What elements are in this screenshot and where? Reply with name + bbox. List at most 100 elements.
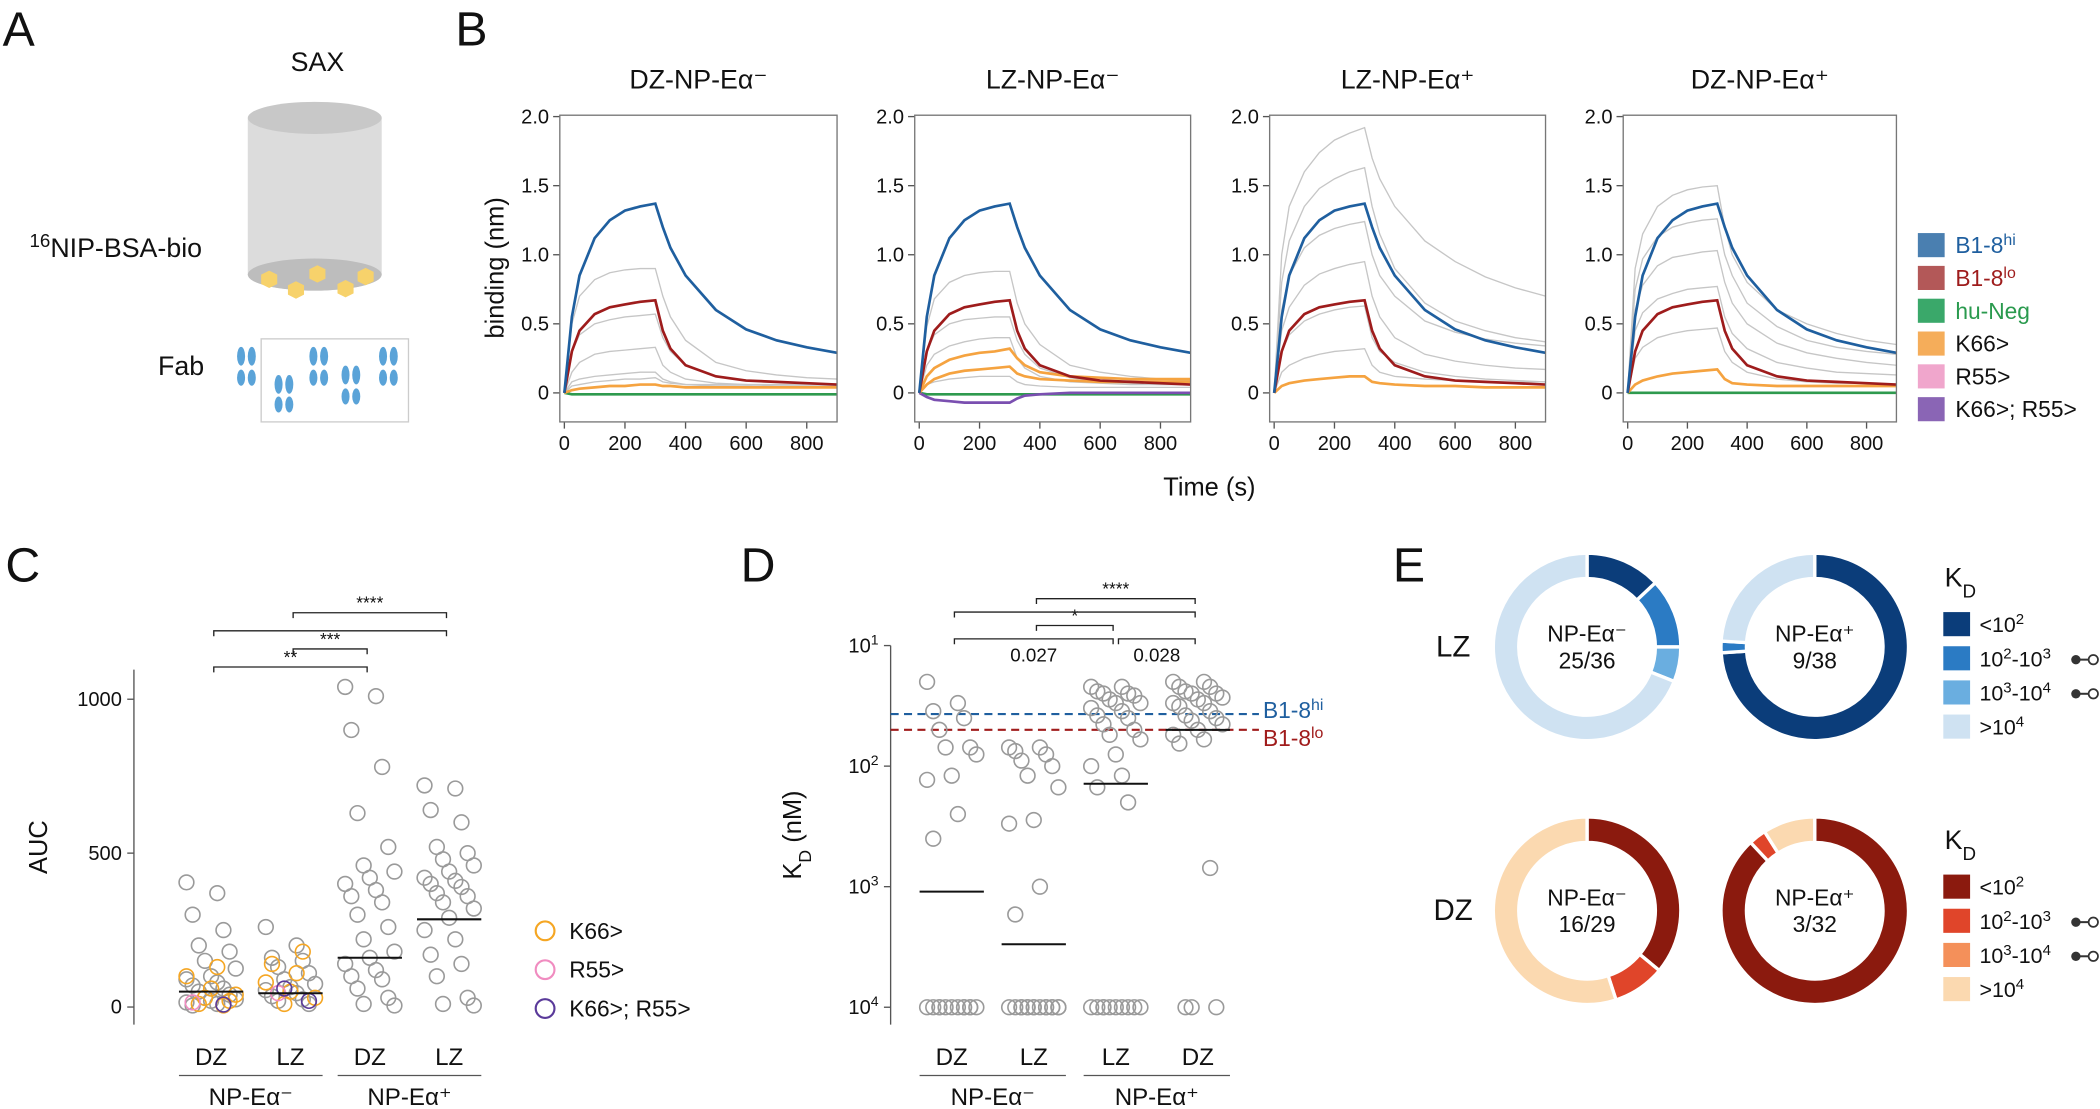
y-tick-label: 0: [1601, 383, 1612, 405]
data-point: [1165, 726, 1182, 743]
data-point: [373, 971, 391, 988]
significance-bracket: [953, 611, 1196, 618]
data-point: [1025, 999, 1042, 1016]
legend-label-part: -10: [2012, 647, 2043, 671]
background-trace: [563, 377, 838, 394]
data-point: [209, 974, 226, 991]
background-trace: [918, 375, 1191, 394]
reference-label: B1-8lo: [1263, 724, 1324, 751]
significance-label: ****: [1102, 579, 1129, 599]
data-point: [178, 874, 195, 891]
x-axis-label: Time (s): [1163, 474, 1255, 502]
cylinder-top: [247, 101, 382, 134]
y-axis-label: KD (nM): [779, 790, 815, 879]
significance-bracket: [213, 630, 448, 637]
fab-label: Fab: [158, 351, 204, 381]
background-trace: [563, 346, 838, 394]
background-trace: [1626, 249, 1897, 393]
data-point: [386, 997, 403, 1014]
legend-title-part: D: [1963, 580, 1977, 601]
legend-swatch: [1943, 942, 1971, 967]
data-point: [184, 994, 201, 1011]
antigen: [337, 279, 354, 298]
fab: [389, 369, 398, 386]
data-point: [1013, 752, 1030, 769]
panel-label: A: [3, 3, 36, 57]
legend-label: R55>: [1955, 363, 2010, 389]
fab: [285, 396, 294, 413]
data-point: [386, 863, 403, 880]
legend-label-part: 2: [2016, 873, 2024, 890]
background-trace: [1626, 218, 1897, 393]
fab: [247, 369, 256, 386]
data-point: [1007, 906, 1024, 923]
data-point: [1132, 999, 1149, 1016]
y-tick-label: 0: [538, 383, 549, 405]
data-point: [434, 894, 452, 911]
x-tick-label: 0: [1622, 433, 1633, 455]
y-tick-label-part: 0: [111, 997, 122, 1019]
data-point: [955, 999, 973, 1016]
data-point: [1119, 999, 1137, 1016]
data-point: [1208, 709, 1225, 727]
data-point: [943, 999, 960, 1016]
y-tick-label: 103: [848, 872, 878, 898]
data-point: [215, 921, 232, 939]
legend-marker: [534, 998, 556, 1019]
significance-label: ****: [356, 593, 383, 613]
trace: [1272, 202, 1546, 393]
donut-segment: [1491, 815, 1619, 1007]
y-tick-label: 1.0: [521, 244, 549, 266]
legend-title: KD: [1945, 825, 1976, 863]
legend-swatch: [1943, 908, 1971, 933]
panel-label: B: [455, 3, 487, 57]
data-point: [925, 830, 942, 847]
data-point: [1107, 999, 1124, 1016]
legend-label-part: 4: [2043, 941, 2051, 958]
legend-icon: [2087, 654, 2099, 666]
data-point: [962, 999, 979, 1016]
antigen-label-part: 16: [29, 230, 50, 251]
chart-title: DZ-NP-Eα⁻: [629, 64, 767, 94]
x-tick-label: LZ: [1102, 1044, 1130, 1071]
donut-segment: [1491, 551, 1677, 743]
panel-label: C: [5, 538, 40, 592]
trace: [1273, 375, 1546, 394]
donut-segment: [1634, 580, 1683, 649]
legend-label-part: K66>: [1955, 331, 2009, 357]
data-point: [1007, 999, 1024, 1016]
x-tick-label: DZ: [195, 1044, 227, 1071]
y-axis-label: AUC: [25, 820, 53, 874]
data-point: [1089, 707, 1106, 724]
data-point: [1089, 999, 1106, 1016]
donut-center-label: NP-Eα⁺: [1775, 621, 1855, 647]
reference-label-part: B1-8: [1263, 725, 1311, 751]
data-point: [202, 980, 220, 997]
legend-label: K66>: [569, 918, 623, 944]
data-point: [343, 888, 360, 905]
data-point: [949, 999, 967, 1016]
data-point: [1177, 707, 1194, 724]
legend-swatch: [1917, 364, 1945, 389]
legend-label-part: -10: [2012, 910, 2043, 934]
significance-bracket: [1035, 598, 1196, 605]
data-point: [190, 937, 207, 954]
data-point: [1013, 999, 1030, 1016]
x-tick-label: DZ: [1182, 1044, 1214, 1071]
legend-swatch: [1943, 874, 1971, 899]
y-axis-label: binding (nm): [482, 197, 510, 338]
data-point: [416, 921, 433, 939]
data-point: [336, 678, 354, 696]
data-point: [257, 974, 274, 991]
legend-label-part: -10: [2012, 681, 2043, 705]
legend-label-part: <10: [1979, 613, 2015, 637]
data-point: [380, 838, 397, 856]
data-point: [349, 980, 366, 997]
data-point: [276, 980, 293, 997]
trace: [563, 202, 838, 393]
trace: [563, 298, 838, 394]
legend-label-part: hi: [2003, 232, 2015, 249]
x-tick-label: 200: [608, 433, 642, 455]
x-tick-label: 600: [729, 433, 762, 455]
